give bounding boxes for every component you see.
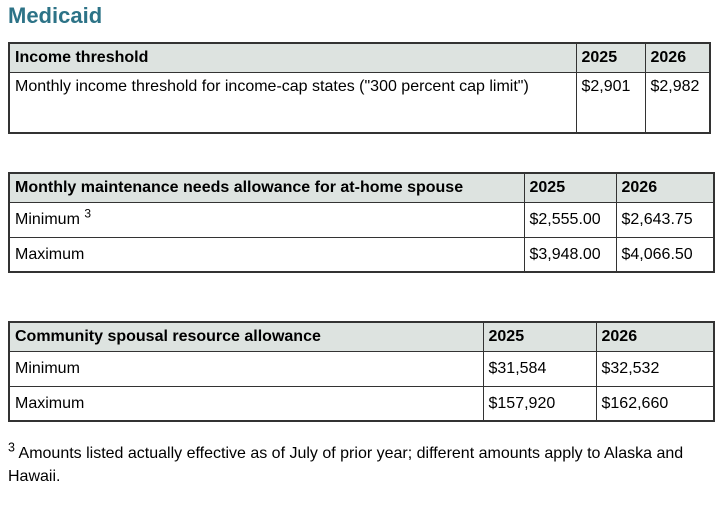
value-2026: $2,982 [644,71,711,134]
income-threshold-table: Income threshold 2025 2026 Monthly incom… [8,42,711,134]
row-label-text: Maximum [15,245,85,263]
column-header-income-threshold: Income threshold [8,42,577,73]
row-label-text: Minimum [15,211,85,228]
column-header-2026: 2026 [595,321,715,352]
value-2025: $2,555.00 [523,201,617,238]
value-2026: $162,660 [595,385,715,422]
value-2025: $2,901 [575,71,646,134]
footnote: 3 Amounts listed actually effective as o… [8,440,698,488]
value-2025: $3,948.00 [523,236,617,273]
column-header-2025: 2025 [575,42,646,73]
table-row: Minimum $31,584 $32,532 [8,350,715,387]
row-label: Maximum [8,236,525,273]
community-spousal-resource-allowance-table: Community spousal resource allowance 202… [8,321,715,422]
monthly-maintenance-needs-allowance-table: Monthly maintenance needs allowance for … [8,172,715,273]
footnote-reference: 3 [84,206,92,221]
page-title: Medicaid [8,3,103,28]
table-header-row: Income threshold 2025 2026 [8,42,711,73]
table-header-row: Monthly maintenance needs allowance for … [8,172,715,203]
table-header-row: Community spousal resource allowance 202… [8,321,715,352]
value-2025: $31,584 [482,350,597,387]
column-header-2026: 2026 [615,172,715,203]
table-row: Monthly income threshold for income-cap … [8,71,711,134]
value-2026: $32,532 [595,350,715,387]
table-row: Minimum 3 $2,555.00 $2,643.75 [8,201,715,238]
row-label: Minimum 3 [8,201,525,238]
value-2026: $2,643.75 [615,201,715,238]
row-label: Monthly income threshold for income-cap … [8,71,577,134]
table-row: Maximum $157,920 $162,660 [8,385,715,422]
column-header-2025: 2025 [482,321,597,352]
column-header-2025: 2025 [523,172,617,203]
value-2026: $4,066.50 [615,236,715,273]
row-label: Maximum [8,385,484,422]
column-header-resource-allowance: Community spousal resource allowance [8,321,484,352]
row-label-text: Maximum [15,394,85,412]
value-2025: $157,920 [482,385,597,422]
table-row: Maximum $3,948.00 $4,066.50 [8,236,715,273]
footnote-marker: 3 [8,440,15,455]
footnote-text: Amounts listed actually effective as of … [8,445,684,485]
row-label: Minimum [8,350,484,387]
row-label-text: Minimum [15,360,80,377]
row-label-text: Monthly income threshold for income-cap … [15,77,529,95]
column-header-maintenance-allowance: Monthly maintenance needs allowance for … [8,172,525,203]
column-header-2026: 2026 [644,42,711,73]
